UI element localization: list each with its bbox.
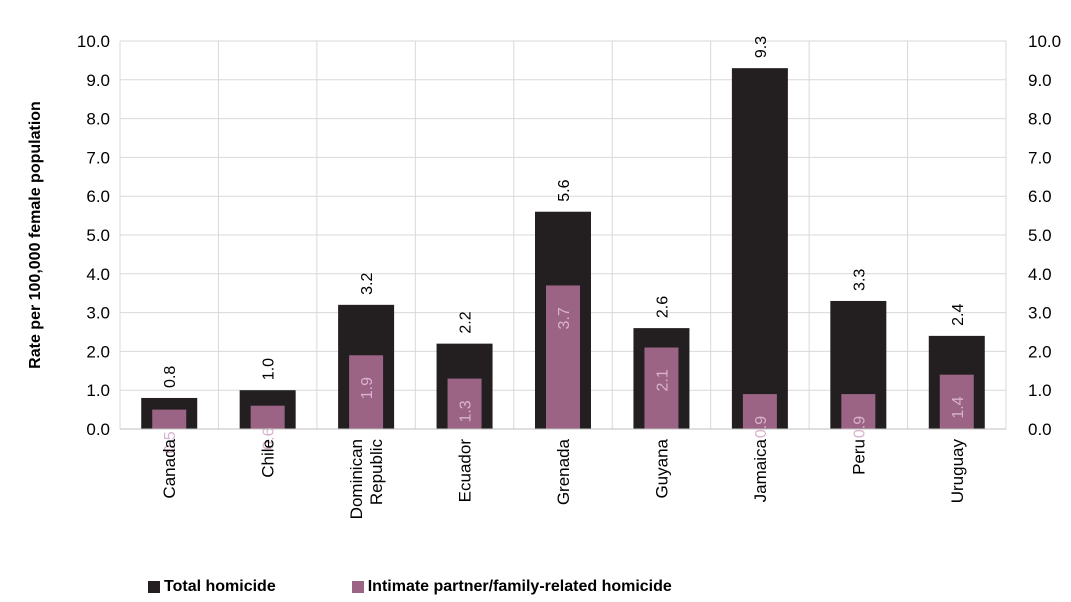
y-tick-label: 5.0	[86, 226, 110, 245]
bar-ipf	[349, 355, 384, 429]
bar-ipf	[841, 394, 876, 429]
y2-tick-label: 6.0	[1028, 187, 1052, 206]
x-tick-label: Dominican Republic	[347, 439, 386, 520]
x-tick-label-line: Guyana	[652, 438, 671, 498]
bar-ipf	[644, 347, 679, 429]
data-label-total: 2.6	[654, 296, 671, 318]
y-tick-label: 1.0	[86, 381, 110, 400]
legend: Total homicide Intimate partner/family-r…	[148, 578, 672, 596]
data-label-total: 2.2	[458, 311, 475, 333]
data-label-total: 0.8	[162, 366, 179, 388]
bar-ipf	[939, 374, 974, 429]
x-tick-label: Canada	[160, 438, 179, 498]
x-tick-label-line: Grenada	[554, 438, 573, 505]
y2-tick-label: 1.0	[1028, 381, 1052, 400]
data-label-ipf: 1.3	[458, 400, 475, 422]
data-label-total: 5.6	[556, 179, 573, 201]
x-tick-label: Guyana	[652, 438, 671, 498]
bar-ipf	[546, 285, 580, 429]
data-labels: 0.8 0.5 1.0 0.6 3.2 1.9 2.2 1.3 5.6 3.7 2.6 2.1 9.3 0…	[162, 36, 967, 454]
x-tick-label-line: Chile	[259, 439, 278, 478]
y-tick-label: 0.0	[86, 420, 110, 439]
legend-swatch-ipf	[351, 581, 364, 593]
x-tick-label-line: Canada	[160, 438, 179, 498]
y2-tick-label: 7.0	[1028, 148, 1052, 167]
x-tick-label: Jamaica	[751, 438, 770, 502]
data-label-total: 1.0	[261, 358, 278, 380]
data-label-total: 3.2	[359, 272, 376, 294]
x-tick-label: Grenada	[554, 438, 573, 505]
y2-tick-label: 5.0	[1028, 226, 1052, 245]
axes: 0.0 0.0 1.0 1.0 2.0 2.0 3.0 3.0 4.0 4.0 5.0 5.0 6.0 6…	[27, 32, 1061, 519]
y2-tick-label: 9.0	[1028, 71, 1052, 90]
y2-tick-label: 8.0	[1028, 110, 1052, 129]
y2-tick-label: 4.0	[1028, 265, 1052, 284]
data-label-ipf: 2.1	[654, 369, 671, 391]
y2-tick-label: 3.0	[1028, 304, 1052, 323]
y-axis-title: Rate per 100,000 female population	[27, 101, 44, 369]
y-tick-label: 7.0	[86, 148, 110, 167]
data-label-total: 3.3	[851, 269, 868, 291]
bar-ipf	[742, 394, 777, 429]
legend-swatch-total	[148, 581, 160, 593]
legend-label-total: Total homicide	[164, 578, 276, 595]
x-tick-label-line: Peru	[849, 439, 868, 475]
y-tick-label: 8.0	[86, 110, 110, 129]
y-tick-label: 2.0	[86, 342, 110, 361]
x-tick-label: Uruguay	[948, 439, 967, 504]
x-tick-label-line: Dominican	[347, 439, 366, 519]
x-tick-label-line: Republic	[367, 439, 386, 506]
data-label-ipf: 1.9	[359, 377, 376, 399]
bar-total	[731, 68, 788, 429]
y-tick-label: 10.0	[77, 32, 110, 51]
legend-item-ipf: Intimate partner/family-related homicide	[351, 578, 672, 596]
data-label-total: 2.4	[950, 304, 967, 326]
y2-tick-label: 10.0	[1028, 32, 1061, 51]
intimate-partner-bars	[152, 285, 974, 429]
x-tick-label: Peru	[849, 439, 868, 475]
bar-ipf	[250, 405, 285, 429]
data-label-ipf: 0.5	[162, 431, 179, 453]
y-tick-label: 4.0	[86, 265, 110, 284]
y-tick-label: 6.0	[86, 187, 110, 206]
data-label-ipf: 0.6	[261, 427, 278, 449]
legend-label-ipf: Intimate partner/family-related homicide	[367, 578, 672, 595]
data-label-ipf: 1.4	[950, 396, 967, 418]
y-tick-label: 3.0	[86, 304, 110, 323]
x-tick-label: Ecuador	[456, 439, 475, 503]
y-tick-label: 9.0	[86, 71, 110, 90]
x-tick-label-line: Uruguay	[948, 439, 967, 504]
data-label-ipf: 0.9	[851, 416, 868, 438]
legend-item-total: Total homicide	[148, 578, 276, 596]
x-tick-label-line: Jamaica	[751, 438, 770, 502]
x-tick-label: Chile	[259, 439, 278, 478]
data-label-ipf: 0.9	[753, 416, 770, 438]
y2-tick-label: 0.0	[1028, 420, 1052, 439]
bar-ipf	[447, 378, 482, 429]
data-label-total: 9.3	[753, 36, 770, 58]
x-tick-label-line: Ecuador	[456, 439, 475, 503]
data-label-ipf: 3.7	[556, 307, 573, 329]
y2-tick-label: 2.0	[1028, 342, 1052, 361]
bar-ipf	[152, 409, 187, 429]
bar-chart: 0.80.51.00.63.21.92.21.35.63.72.62.19.30…	[27, 32, 1061, 519]
